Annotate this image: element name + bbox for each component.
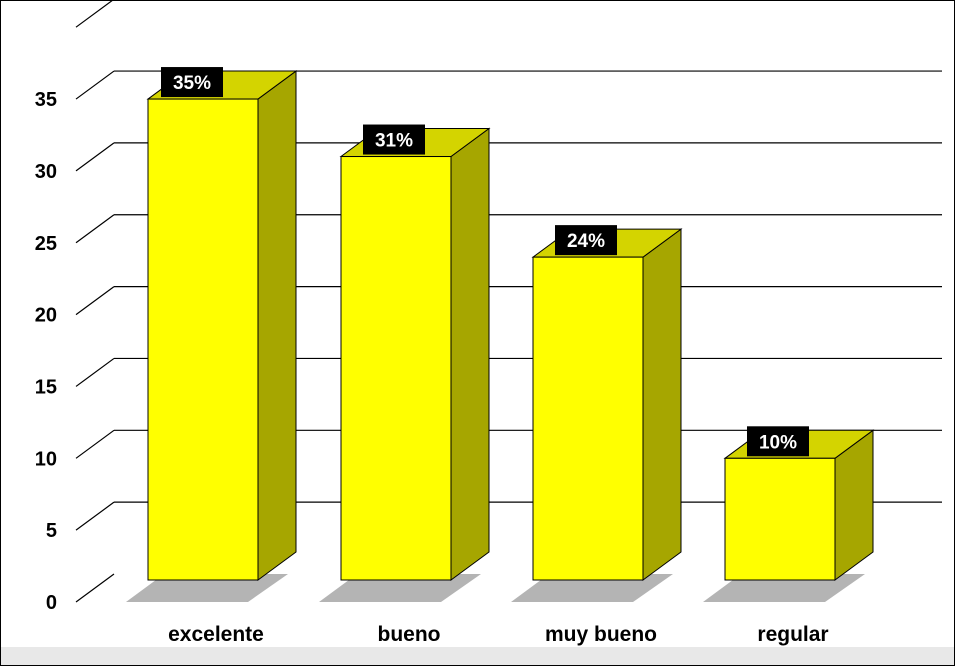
y-tick-label: 15	[35, 376, 57, 398]
bottom-band	[1, 647, 954, 665]
y-tick-label: 30	[35, 161, 57, 183]
y-tick-label: 25	[35, 233, 57, 255]
x-category-label: muy bueno	[545, 623, 657, 646]
y-tick-label: 10	[35, 448, 57, 470]
x-category-label: excelente	[168, 623, 264, 646]
gridline-depth	[75, 142, 115, 172]
y-tick-label: 5	[46, 520, 57, 542]
bar-front	[724, 457, 836, 581]
gridline-depth	[75, 0, 114, 28]
y-axis-ticks: 0 5 10 15 20 25 30 35	[35, 89, 57, 614]
gridline-depth	[75, 214, 115, 244]
data-label-box	[161, 67, 223, 98]
bar-shadow	[319, 574, 481, 602]
data-label-box	[555, 225, 617, 256]
data-label-box	[747, 426, 809, 457]
bar: 31%	[319, 124, 491, 602]
bar-front	[147, 98, 259, 581]
bar: 10%	[703, 426, 875, 602]
data-label: 31%	[375, 131, 413, 152]
bar-shadow	[126, 574, 288, 602]
y-tick-label: 0	[46, 592, 57, 614]
gridline-depth	[75, 286, 115, 316]
data-label-box	[363, 124, 425, 155]
bar-front	[340, 156, 452, 581]
gridline-depth	[75, 501, 115, 531]
bars: 35% 31% 24% 10%	[126, 67, 875, 602]
data-label: 10%	[759, 432, 797, 453]
x-axis-labels: excelente bueno muy bueno regular	[168, 623, 828, 646]
x-category-label: regular	[757, 623, 828, 646]
data-label: 35%	[173, 73, 211, 94]
bar-side	[257, 70, 297, 581]
data-label: 24%	[567, 231, 605, 252]
bar-shadow	[511, 574, 673, 602]
y-tick-label: 20	[35, 305, 57, 327]
gridline-depth	[75, 573, 115, 603]
bar-side	[450, 127, 490, 581]
x-category-label: bueno	[378, 623, 441, 646]
bar-front	[532, 256, 644, 581]
gridline-depth	[75, 357, 115, 387]
gridline-depth	[75, 70, 115, 100]
bar: 35%	[126, 67, 298, 602]
bar-side	[642, 228, 682, 581]
bar-shadow	[703, 574, 865, 602]
y-tick-label: 35	[35, 89, 57, 111]
gridline-depth	[75, 429, 115, 459]
bar: 24%	[511, 225, 683, 602]
